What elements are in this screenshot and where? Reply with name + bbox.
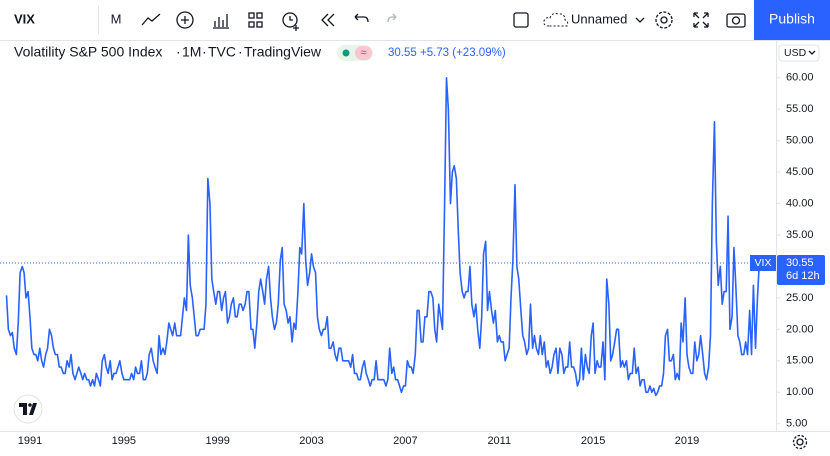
tradingview-logo[interactable] [13, 394, 43, 424]
legend-separator: · [238, 44, 243, 60]
last-symbol: VIX [755, 257, 772, 269]
layout-icon[interactable] [513, 12, 529, 28]
y-tick-label: 5.00 [786, 418, 807, 430]
x-tick-label: 2007 [393, 435, 417, 447]
price-scale: 5.0010.0015.0020.0025.0030.0035.0040.004… [776, 72, 814, 430]
plot-area [0, 76, 776, 397]
currency-select[interactable] [778, 44, 820, 62]
legend: Volatility S&P 500 Index · 1M · TVC · Tr… [14, 44, 506, 61]
x-tick-label: 1999 [205, 435, 229, 447]
publish-label[interactable]: Publish [769, 11, 815, 27]
time-scale: 1991 1995 1999 2003 2007 2011 2015 2019 [18, 431, 699, 447]
countdown-label: 6d 12h [786, 270, 820, 282]
financials-icon[interactable] [213, 14, 229, 29]
snapshot-icon[interactable] [726, 13, 746, 28]
x-tick-label: 2019 [675, 435, 699, 447]
legend-separator: · [202, 44, 207, 60]
scale-settings-icon[interactable] [792, 434, 808, 450]
last-symbol-box [750, 254, 776, 271]
legend-separator: · [176, 44, 181, 60]
legend-exchange: TVC [208, 44, 236, 60]
legend-source: TradingView [244, 44, 322, 60]
price-line [5, 76, 761, 397]
undo-icon[interactable] [354, 13, 369, 23]
y-tick-label: 15.00 [786, 355, 814, 367]
alert-icon[interactable] [282, 12, 299, 31]
settings-icon[interactable] [655, 11, 673, 29]
y-tick-label: 45.00 [786, 166, 814, 178]
delay-icon: ≈ [360, 47, 366, 59]
replay-icon[interactable] [321, 13, 335, 27]
templates-icon[interactable] [248, 12, 263, 28]
chart-type-icon[interactable] [141, 13, 161, 26]
legend-title: Volatility S&P 500 Index [14, 44, 162, 60]
delay-badge[interactable] [355, 46, 372, 60]
interval-button[interactable]: M [111, 11, 122, 26]
status-dot [342, 49, 350, 57]
x-tick-label: 1991 [18, 435, 42, 447]
y-tick-label: 55.00 [786, 103, 814, 115]
last-price-label: 30.55 [786, 257, 814, 269]
x-tick-label: 2015 [581, 435, 605, 447]
currency-label[interactable]: USD [784, 47, 807, 59]
cloud-icon [543, 13, 569, 27]
y-tick-label: 20.00 [786, 323, 814, 335]
last-price-box [777, 254, 825, 285]
layout-name[interactable]: Unnamed [571, 11, 627, 26]
y-tick-label: 35.00 [786, 229, 814, 241]
x-tick-label: 1995 [112, 435, 136, 447]
y-tick-label: 25.00 [786, 292, 814, 304]
y-tick-label: 10.00 [786, 386, 814, 398]
currency-dropdown[interactable] [808, 50, 816, 55]
toolbar [0, 0, 830, 40]
y-tick-label: 40.00 [786, 197, 814, 209]
publish-button[interactable] [754, 0, 830, 40]
symbol-search[interactable]: VIX [14, 11, 35, 26]
y-tick-label: 50.00 [786, 135, 814, 147]
indicators-icon[interactable] [176, 11, 194, 29]
layout-dropdown[interactable] [635, 17, 645, 23]
redo-icon[interactable] [387, 13, 397, 23]
fullscreen-icon[interactable] [693, 12, 709, 28]
x-tick-label: 2011 [487, 435, 511, 447]
legend-interval: 1M [182, 44, 201, 60]
y-tick-label: 60.00 [786, 72, 814, 84]
legend-quote: 30.55 +5.73 (+23.09%) [388, 47, 506, 59]
x-tick-label: 2003 [299, 435, 323, 447]
